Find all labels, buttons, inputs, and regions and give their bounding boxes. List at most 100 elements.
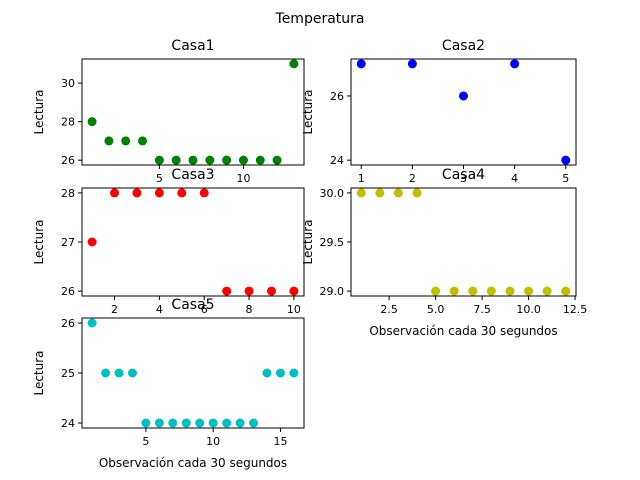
data-point: [235, 418, 245, 428]
x-tick-label: 5: [156, 172, 163, 185]
y-tick-label: 30: [61, 77, 75, 90]
data-point: [449, 286, 459, 296]
data-point: [132, 188, 142, 198]
x-tick-label: 6: [201, 303, 208, 316]
y-axis-label: Lectura: [32, 89, 46, 134]
data-point: [486, 286, 496, 296]
data-point: [244, 286, 254, 296]
x-tick-label: 3: [460, 172, 467, 185]
y-tick-label: 30.0: [320, 187, 345, 200]
data-point: [222, 155, 232, 165]
y-tick-label: 29.0: [320, 285, 345, 298]
x-tick-label: 5: [142, 435, 149, 448]
x-tick-label: 1: [358, 172, 365, 185]
data-point: [177, 188, 187, 198]
x-tick-label: 8: [246, 303, 253, 316]
data-point: [289, 59, 299, 69]
axes-frame: [81, 58, 305, 166]
data-point: [110, 188, 120, 198]
data-point: [141, 418, 151, 428]
x-tick-label: 4: [156, 303, 163, 316]
data-point: [459, 91, 468, 101]
y-tick-label: 24: [330, 154, 344, 167]
subplot-4: 2.5 5.0 7.5 10.0 12.5 29.0 29.5 30.0 Casa4 Lectur…: [301, 167, 587, 338]
x-tick-label: 5.0: [427, 303, 445, 316]
y-axis-label: Lectura: [32, 350, 46, 395]
x-tick-label: 12.5: [563, 303, 588, 316]
data-point: [289, 286, 299, 296]
data-point: [222, 418, 232, 428]
data-point: [87, 117, 97, 127]
y-axis-label: Lectura: [301, 89, 315, 134]
data-point: [375, 188, 385, 198]
y-tick-label: 25: [61, 367, 75, 380]
y-tick-label: 27: [61, 236, 75, 249]
subplot-3: 2 4 6 8 10 26 27 28 Casa3 Lectura: [32, 167, 305, 316]
data-point: [561, 286, 571, 296]
subplot-title: Casa2: [442, 38, 485, 54]
data-point: [222, 286, 232, 296]
data-point: [393, 188, 403, 198]
x-tick-label: 10: [206, 435, 220, 448]
y-tick-label: 24: [61, 417, 75, 430]
x-tick-label: 4: [511, 172, 518, 185]
data-point: [171, 155, 181, 165]
axes-frame: [81, 187, 305, 297]
x-axis-label: Observación cada 30 segundos: [369, 324, 557, 338]
data-point: [275, 368, 285, 378]
data-point: [199, 188, 209, 198]
x-tick-label: 2: [409, 172, 416, 185]
data-point: [356, 59, 366, 69]
y-tick-label: 26: [61, 317, 75, 330]
subplot-title: Casa4: [442, 167, 485, 183]
data-point: [138, 136, 148, 146]
data-point: [181, 418, 191, 428]
data-point: [154, 155, 164, 165]
y-tick-label: 28: [61, 187, 75, 200]
data-point: [238, 155, 248, 165]
axes-frame: [350, 58, 577, 166]
axes-frame: [350, 187, 577, 297]
x-tick-label: 15: [273, 435, 287, 448]
y-axis-label: Lectura: [32, 219, 46, 264]
data-point: [524, 286, 534, 296]
x-tick-label: 7.5: [473, 303, 491, 316]
data-point: [205, 155, 215, 165]
data-point: [127, 368, 137, 378]
subplot-2: 1 2 3 4 5 24 26 Casa2 Lectura: [301, 38, 577, 185]
data-point: [168, 418, 178, 428]
data-point: [289, 368, 299, 378]
data-point: [104, 136, 114, 146]
x-tick-label: 10: [236, 172, 250, 185]
subplot-title: Casa5: [171, 297, 214, 313]
data-point: [154, 418, 164, 428]
subplot-5: 5 10 15 24 25 26 Casa5 Lectura Observación cada …: [32, 297, 305, 470]
x-tick-label: 10: [287, 303, 301, 316]
y-tick-label: 26: [330, 90, 344, 103]
x-tick-label: 2.5: [380, 303, 398, 316]
subplot-1: 5 10 26 28 30 Casa1 Lectura: [32, 38, 305, 185]
figure-title: Temperatura: [275, 11, 365, 27]
data-point: [356, 188, 366, 198]
subplot-title: Casa3: [171, 167, 214, 183]
x-tick-label: 10.0: [516, 303, 541, 316]
x-axis-label: Observación cada 30 segundos: [99, 456, 287, 470]
y-tick-label: 26: [61, 154, 75, 167]
x-tick-label: 5: [562, 172, 569, 185]
y-axis-label: Lectura: [301, 219, 315, 264]
data-point: [468, 286, 478, 296]
data-point: [407, 59, 417, 69]
y-tick-label: 28: [61, 116, 75, 129]
y-tick-label: 29.5: [320, 236, 345, 249]
data-point: [561, 155, 571, 165]
data-point: [266, 286, 276, 296]
data-point: [154, 188, 164, 198]
data-point: [542, 286, 552, 296]
data-point: [505, 286, 515, 296]
data-point: [431, 286, 441, 296]
data-point: [87, 237, 97, 247]
y-tick-label: 26: [61, 285, 75, 298]
data-point: [255, 155, 265, 165]
data-point: [208, 418, 218, 428]
